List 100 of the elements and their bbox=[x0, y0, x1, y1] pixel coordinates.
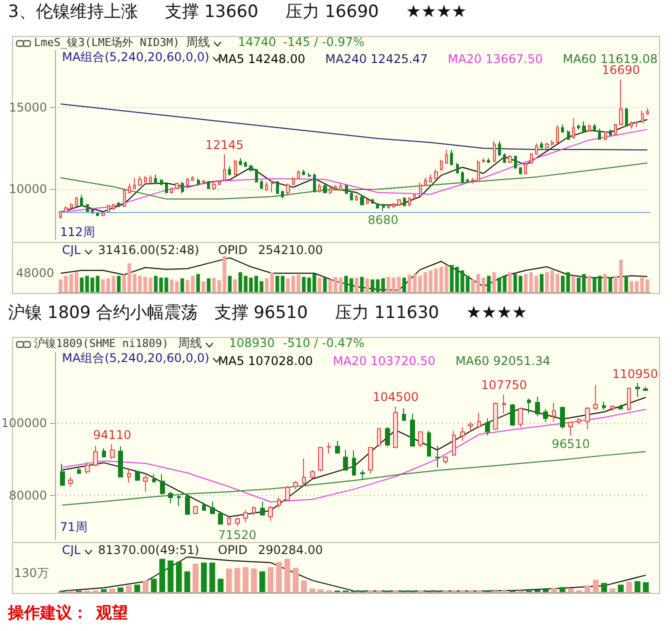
candlestick bbox=[366, 198, 369, 204]
bar bbox=[276, 562, 282, 592]
candlestick bbox=[418, 430, 423, 448]
text: MA60 92051.34 bbox=[455, 354, 550, 368]
candlestick bbox=[244, 160, 247, 167]
candlestick bbox=[117, 202, 120, 208]
candlestick bbox=[234, 159, 237, 176]
candlestick bbox=[545, 142, 549, 149]
annotation: 96510 bbox=[552, 437, 590, 452]
candlestick bbox=[452, 430, 456, 457]
bar bbox=[318, 278, 322, 292]
text: MA20 13667.50 bbox=[448, 52, 543, 66]
bar bbox=[118, 587, 124, 592]
text: 周线 bbox=[186, 35, 210, 50]
candlestick bbox=[635, 382, 640, 398]
candlestick bbox=[368, 446, 373, 474]
bar bbox=[360, 276, 364, 292]
candlestick bbox=[402, 408, 406, 422]
candlestick bbox=[519, 166, 522, 175]
candlestick bbox=[460, 426, 465, 442]
bar bbox=[142, 580, 148, 592]
annotation: 94110 bbox=[93, 428, 132, 442]
candlestick bbox=[593, 123, 596, 131]
candlestick bbox=[485, 418, 490, 436]
candlestick bbox=[207, 180, 210, 190]
candlestick bbox=[318, 446, 323, 472]
bar bbox=[584, 585, 590, 592]
bar bbox=[180, 278, 184, 292]
candlestick bbox=[543, 408, 548, 423]
candlestick bbox=[223, 154, 226, 182]
candlestick bbox=[77, 466, 81, 474]
bar bbox=[508, 272, 512, 292]
candlestick bbox=[265, 181, 268, 192]
candlestick bbox=[530, 152, 533, 164]
annotation: 254210.00 bbox=[258, 243, 323, 258]
bar bbox=[184, 571, 190, 592]
candlestick bbox=[503, 152, 506, 164]
candlestick bbox=[327, 442, 331, 454]
bar bbox=[603, 274, 607, 292]
annotation: CJL bbox=[62, 243, 81, 258]
candlestick bbox=[618, 404, 623, 411]
candlestick bbox=[177, 494, 181, 507]
text: 108930 bbox=[229, 336, 275, 350]
line-series bbox=[62, 451, 646, 506]
candlestick bbox=[310, 469, 315, 480]
candlestick bbox=[461, 170, 464, 184]
candlestick bbox=[118, 446, 123, 478]
candlestick bbox=[609, 128, 612, 136]
candlestick bbox=[138, 176, 142, 186]
bar bbox=[492, 272, 496, 292]
candlestick bbox=[440, 159, 443, 171]
bar bbox=[624, 276, 628, 292]
chart-title: 3、伦镍维持上涨 支撑 13660 压力 16690 ★★★★ bbox=[8, 2, 467, 22]
candlestick bbox=[68, 476, 73, 488]
bar bbox=[540, 274, 544, 292]
candlestick bbox=[334, 184, 337, 191]
annotation: 112周 bbox=[60, 225, 95, 240]
candlestick bbox=[435, 446, 440, 468]
candlestick bbox=[593, 384, 598, 411]
bar bbox=[466, 276, 470, 292]
annotation: 31416.00(52:48) bbox=[98, 243, 200, 258]
candlestick bbox=[212, 182, 216, 191]
candlestick bbox=[302, 169, 305, 176]
bar bbox=[159, 558, 166, 592]
candlestick bbox=[610, 404, 615, 412]
candlestick bbox=[339, 182, 342, 192]
candlestick bbox=[627, 388, 631, 412]
candlestick bbox=[165, 182, 168, 194]
candlestick bbox=[343, 449, 348, 471]
candlestick bbox=[70, 202, 73, 210]
candlestick bbox=[434, 169, 438, 180]
candlestick bbox=[355, 194, 358, 202]
text: 130万 bbox=[14, 566, 49, 580]
candlestick bbox=[471, 177, 475, 184]
y-tick-label: 15000 bbox=[8, 100, 47, 114]
bar bbox=[134, 584, 140, 592]
candlestick bbox=[235, 516, 240, 527]
candlestick bbox=[281, 190, 284, 199]
candlestick bbox=[482, 158, 485, 164]
line-series bbox=[60, 104, 648, 150]
bar bbox=[238, 272, 242, 292]
candlestick bbox=[527, 398, 531, 414]
candlestick bbox=[152, 474, 156, 484]
candlestick bbox=[112, 203, 115, 210]
bar bbox=[498, 278, 502, 292]
text: MA5 107028.00 bbox=[218, 354, 313, 368]
candlestick bbox=[450, 149, 453, 166]
candlestick bbox=[540, 141, 543, 149]
candlestick bbox=[227, 517, 231, 526]
candlestick bbox=[577, 124, 580, 130]
bar bbox=[176, 562, 182, 592]
bar bbox=[618, 584, 624, 592]
candlestick bbox=[268, 505, 273, 522]
candlestick bbox=[202, 502, 206, 512]
candlestick bbox=[408, 196, 411, 207]
candlestick bbox=[429, 174, 432, 184]
bar bbox=[642, 582, 649, 592]
bar bbox=[551, 588, 558, 592]
text: MA20 103720.50 bbox=[332, 354, 436, 368]
annotation: OPID bbox=[218, 543, 248, 558]
